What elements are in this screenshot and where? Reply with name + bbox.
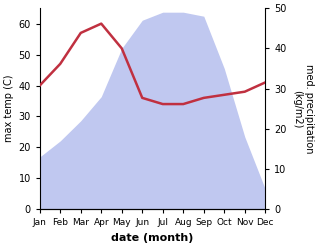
Y-axis label: max temp (C): max temp (C): [4, 75, 14, 143]
Y-axis label: med. precipitation
(kg/m2): med. precipitation (kg/m2): [292, 64, 314, 153]
X-axis label: date (month): date (month): [111, 233, 194, 243]
